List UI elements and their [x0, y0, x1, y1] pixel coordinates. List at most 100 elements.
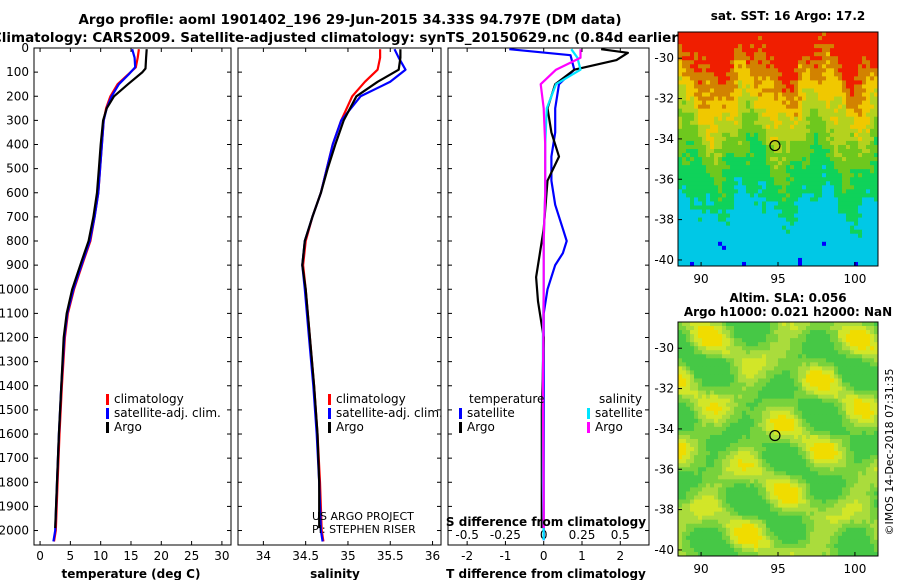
map-cell [686, 100, 691, 106]
map-cell [742, 60, 747, 65]
map-cell [874, 249, 879, 255]
map-cell [758, 382, 763, 387]
map-cell [750, 334, 755, 339]
map-cell [718, 322, 723, 327]
legend-satellite-swatch [328, 408, 331, 419]
map-cell [826, 402, 831, 408]
map-cell [814, 229, 819, 235]
map-cell [682, 459, 687, 464]
map-cell [862, 84, 867, 89]
map-cell [854, 104, 859, 110]
map-cell [722, 165, 727, 170]
map-cell [678, 161, 683, 166]
map-cell [706, 398, 711, 404]
map-cell [742, 261, 747, 267]
map-cell [762, 418, 767, 424]
map-cell [774, 237, 779, 243]
map-cell [710, 362, 715, 367]
map-cell [774, 394, 779, 400]
map-cell [858, 173, 863, 178]
map-cell [678, 463, 683, 468]
legend-argo-label: Argo [336, 420, 364, 434]
map-cell [794, 354, 799, 359]
map-cell [754, 80, 759, 85]
map-cell [866, 88, 871, 93]
map-cell [814, 386, 819, 391]
map-cell [762, 185, 767, 190]
map-cell [822, 378, 827, 383]
map-cell [870, 253, 875, 259]
map-cell [854, 366, 859, 371]
map-cell [814, 414, 819, 420]
map-cell [866, 205, 871, 210]
map-cell [870, 398, 875, 404]
map-cell [818, 430, 823, 436]
map-cell [742, 439, 747, 444]
map-cell [846, 48, 851, 53]
map-cell [726, 173, 731, 178]
map-cell [866, 378, 871, 383]
map-cell [854, 346, 859, 351]
map-cell [802, 342, 807, 347]
map-cell [694, 189, 699, 194]
map-cell [698, 382, 703, 387]
map-cell [770, 439, 775, 444]
map-cell [834, 414, 839, 420]
map-cell [686, 430, 691, 436]
credit-project: US ARGO PROJECT [312, 510, 414, 523]
map-cell [794, 245, 799, 251]
map-cell [746, 44, 751, 49]
x-tick-label: 34 [256, 549, 271, 563]
map-cell [770, 153, 775, 158]
map-cell [698, 261, 703, 267]
map-cell [786, 80, 791, 85]
map-cell [830, 374, 835, 379]
map-cell [710, 60, 715, 65]
map-cell [870, 362, 875, 367]
map-cell [730, 205, 735, 210]
map-cell [750, 153, 755, 158]
map-cell [682, 100, 687, 106]
map-cell [830, 414, 835, 420]
map-cell [874, 217, 879, 223]
map-cell [694, 140, 699, 146]
map-cell [678, 88, 683, 93]
map-cell [682, 221, 687, 227]
map-cell [690, 237, 695, 243]
map-cell [722, 60, 727, 65]
map-cell [810, 116, 815, 122]
map-cell [722, 149, 727, 154]
map-cell [746, 402, 751, 408]
map-cell [874, 463, 879, 468]
map-cell [758, 144, 763, 150]
map-cell [710, 443, 715, 448]
map-cell [870, 44, 875, 49]
map-cell [746, 382, 751, 387]
map-cell [798, 350, 803, 355]
map-cell [702, 418, 707, 424]
map-cell [862, 116, 867, 122]
map-cell [702, 52, 707, 57]
map-cell [866, 463, 871, 468]
map-cell [850, 36, 855, 41]
map-cell [858, 217, 863, 223]
map-cell [766, 322, 771, 327]
map-cell [862, 32, 867, 37]
map-cell [834, 394, 839, 400]
map-cell [722, 52, 727, 57]
depth-tick-label: 300 [6, 113, 29, 127]
map-cell [750, 330, 755, 335]
map-cell [814, 398, 819, 404]
map-cell [790, 52, 795, 57]
map-cell [846, 350, 851, 355]
map-cell [750, 136, 755, 142]
map-cell [794, 96, 799, 101]
map-cell [778, 64, 783, 69]
map-cell [718, 358, 723, 363]
map-cell [862, 261, 867, 267]
map-cell [710, 338, 715, 343]
map-cell [814, 100, 819, 106]
map-cell [698, 36, 703, 41]
map-cell [802, 451, 807, 456]
map-cell [806, 116, 811, 122]
